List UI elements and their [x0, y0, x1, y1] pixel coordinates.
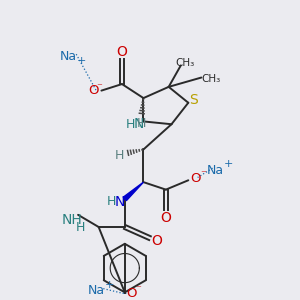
Text: +: +: [105, 280, 115, 290]
Text: N: N: [134, 117, 144, 131]
Text: +: +: [77, 56, 86, 66]
Text: O: O: [126, 287, 136, 300]
Text: H: H: [137, 117, 146, 130]
Text: H: H: [126, 118, 135, 131]
Text: +: +: [224, 159, 233, 170]
Polygon shape: [123, 182, 143, 201]
Text: ⁻: ⁻: [200, 170, 206, 180]
Text: O: O: [116, 45, 128, 59]
Text: H: H: [115, 148, 124, 162]
Text: O: O: [151, 234, 162, 248]
Text: O: O: [88, 84, 98, 97]
Text: CH₃: CH₃: [175, 58, 194, 68]
Text: CH₃: CH₃: [201, 74, 220, 84]
Text: O: O: [160, 211, 171, 225]
Text: O: O: [190, 172, 201, 185]
Text: Na: Na: [60, 50, 77, 62]
Text: H: H: [107, 195, 116, 208]
Text: Na: Na: [207, 164, 224, 176]
Text: S: S: [190, 93, 198, 107]
Text: N: N: [115, 195, 125, 209]
Text: ⁻: ⁻: [97, 82, 103, 92]
Text: ⁻: ⁻: [135, 285, 141, 295]
Text: NH: NH: [62, 213, 83, 227]
Text: Na: Na: [87, 284, 104, 297]
Text: H: H: [76, 221, 86, 234]
